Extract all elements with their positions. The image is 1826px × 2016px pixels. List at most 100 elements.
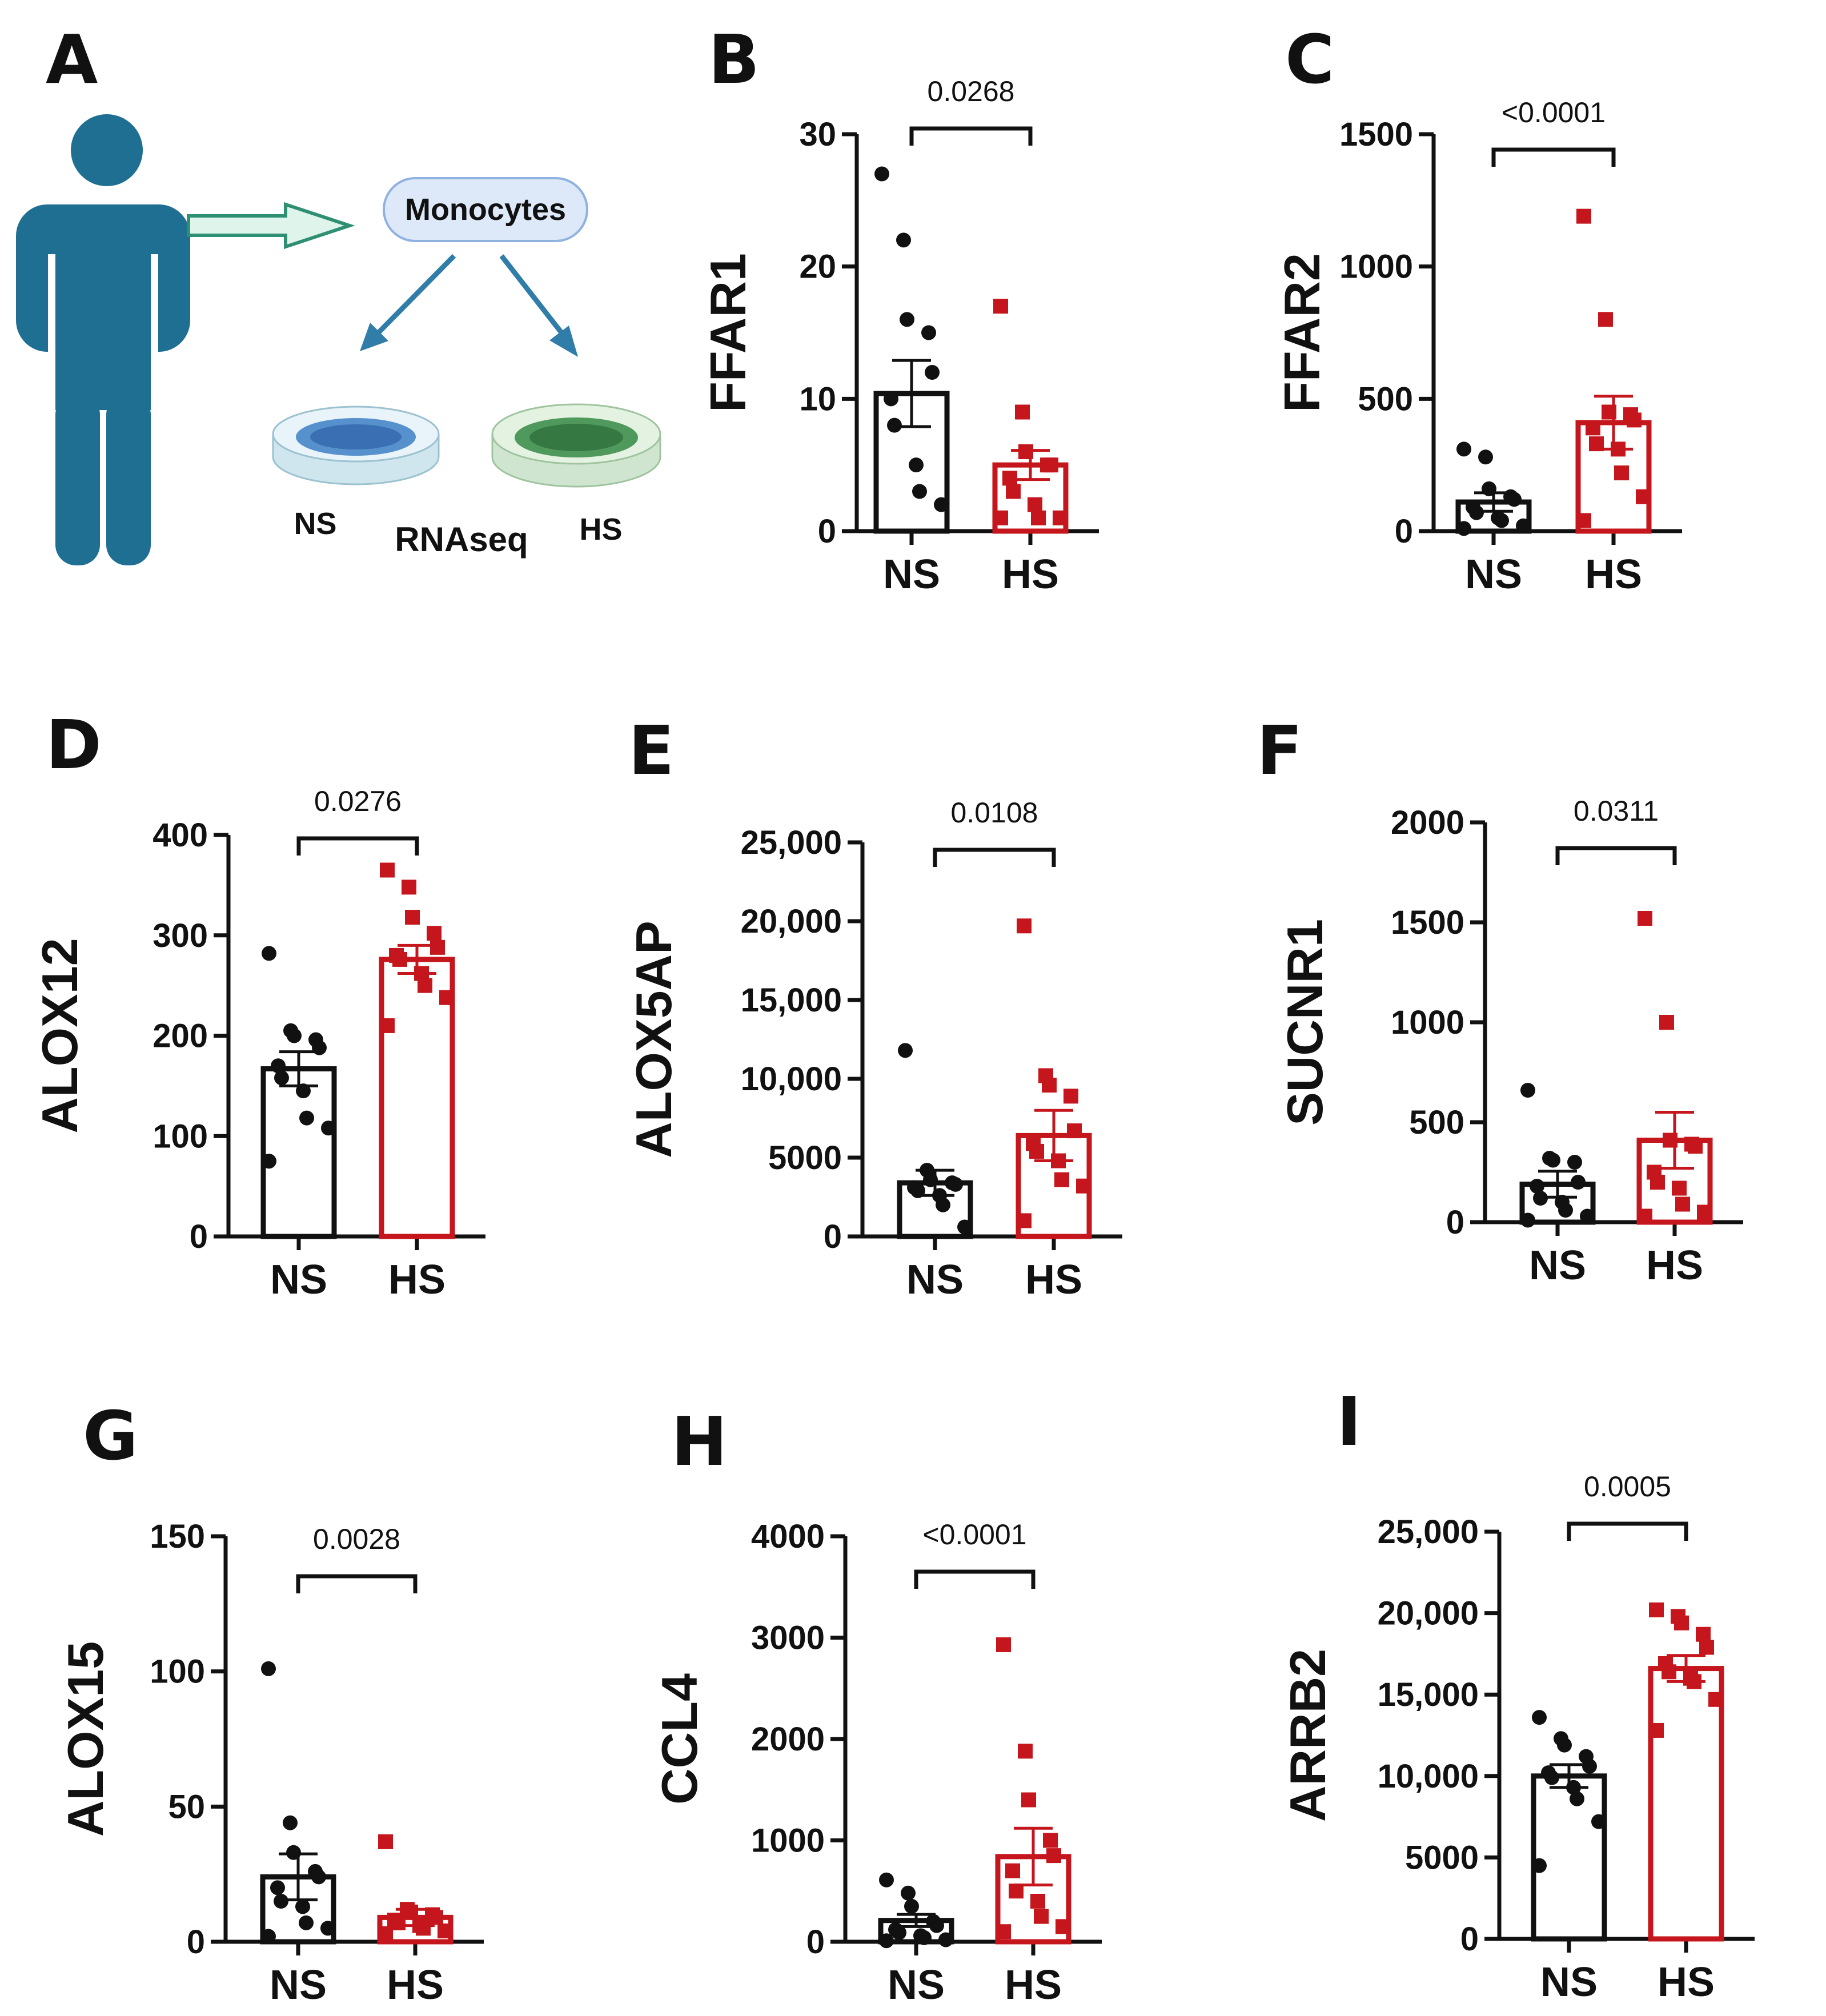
data-point bbox=[884, 391, 898, 407]
y-tick-label: 0 bbox=[818, 513, 836, 550]
y-tick-label: 20 bbox=[799, 248, 836, 286]
data-point bbox=[879, 1933, 894, 1949]
y-tick-label: 1000 bbox=[1391, 1004, 1464, 1041]
panel-a-diagram: A Monocytes bbox=[0, 0, 674, 617]
data-point bbox=[416, 1921, 431, 1936]
significance-bracket bbox=[296, 836, 419, 856]
data-point bbox=[929, 1918, 944, 1933]
data-point bbox=[1638, 911, 1652, 926]
data-point bbox=[1708, 1692, 1723, 1707]
data-point bbox=[1576, 208, 1591, 224]
data-point bbox=[405, 910, 420, 925]
x-category-label: HS bbox=[1585, 552, 1642, 597]
data-point bbox=[283, 1815, 298, 1830]
data-point bbox=[993, 510, 1008, 525]
significance-bracket bbox=[1491, 147, 1616, 167]
x-category-label: NS bbox=[906, 1257, 964, 1303]
y-tick-label: 5000 bbox=[768, 1139, 842, 1176]
data-point bbox=[320, 1921, 335, 1936]
x-category-label: HS bbox=[387, 1962, 444, 2008]
data-point bbox=[1570, 1791, 1584, 1806]
data-point bbox=[1586, 420, 1600, 436]
data-point bbox=[901, 1885, 916, 1901]
y-tick-label: 100 bbox=[152, 1118, 208, 1155]
data-point bbox=[1456, 521, 1471, 536]
data-point bbox=[402, 880, 416, 895]
data-point bbox=[270, 1880, 285, 1895]
y-axis-label: ARRB2 bbox=[1279, 1649, 1336, 1822]
data-point bbox=[957, 1219, 972, 1235]
data-point bbox=[1636, 489, 1651, 504]
data-point bbox=[1494, 513, 1509, 528]
arrow-down-right-icon bbox=[499, 254, 578, 357]
y-tick-label: 0 bbox=[187, 1923, 205, 1961]
y-tick-label: 500 bbox=[1409, 1104, 1464, 1141]
data-point bbox=[1018, 1744, 1033, 1759]
data-point bbox=[1021, 1792, 1036, 1808]
significance-bracket bbox=[296, 1574, 418, 1593]
y-axis-label: ALOX15 bbox=[57, 1641, 114, 1837]
data-point bbox=[299, 1915, 314, 1930]
x-category-label: HS bbox=[1005, 1962, 1062, 2008]
data-point bbox=[1638, 1208, 1652, 1224]
y-tick-label: 100 bbox=[150, 1653, 205, 1690]
data-point bbox=[1056, 1919, 1070, 1934]
significance-bracket bbox=[914, 1569, 1036, 1589]
data-point bbox=[1582, 1758, 1597, 1774]
y-tick-label: 20,000 bbox=[741, 903, 842, 940]
panel-f: F 0 500 1000 1500 2000 NS HS SUCNR1 0.0311 bbox=[1222, 685, 1826, 1342]
data-point bbox=[1649, 1602, 1664, 1617]
chart-ffar2: C 0 500 1000 1500 NS HS FFAR2 <0.0001 bbox=[1274, 20, 1682, 597]
p-value-label: 0.0276 bbox=[314, 785, 402, 817]
data-point bbox=[1046, 1848, 1061, 1864]
p-value-label: 0.0005 bbox=[1584, 1471, 1671, 1503]
petri-dish-hs-icon bbox=[491, 403, 661, 488]
data-point bbox=[1530, 1179, 1544, 1194]
arrow-down-left-icon bbox=[360, 254, 456, 351]
x-category-label: HS bbox=[1646, 1243, 1703, 1288]
panel-letter: F bbox=[1257, 711, 1303, 790]
data-point bbox=[1015, 404, 1030, 420]
y-tick-label: 25,000 bbox=[1378, 1513, 1479, 1551]
arrow-right-icon bbox=[187, 202, 355, 250]
panel-letter: E bbox=[628, 711, 675, 790]
data-point bbox=[1674, 1615, 1689, 1631]
y-tick-label: 1500 bbox=[1391, 904, 1464, 941]
data-point bbox=[418, 978, 432, 993]
data-point bbox=[904, 1898, 919, 1914]
chart-sucnr1: F 0 500 1000 1500 2000 NS HS SUCNR1 0.0311 bbox=[1257, 711, 1743, 1288]
data-point bbox=[430, 939, 445, 955]
y-axis-label: ALOX12 bbox=[31, 938, 88, 1133]
chart-arrb2: I 0 5000 10,000 15,000 20,000 25,000 NS HS ARRB2 0… bbox=[1279, 1382, 1755, 2005]
data-point bbox=[936, 1197, 950, 1212]
data-point bbox=[1672, 1180, 1687, 1196]
panel-h: H 0 1000 2000 3000 4000 NS HS CCL4 <0.0001 bbox=[594, 1371, 1222, 2013]
data-point bbox=[378, 1834, 393, 1849]
x-category-label: HS bbox=[1025, 1257, 1082, 1303]
data-point bbox=[271, 1058, 286, 1074]
data-point bbox=[1028, 497, 1042, 512]
ns-dish-label: NS bbox=[294, 507, 336, 541]
y-tick-label: 20,000 bbox=[1378, 1595, 1479, 1632]
chart-ccl4: H 0 1000 2000 3000 4000 NS HS CCL4 <0.0001 bbox=[651, 1402, 1102, 2008]
monocytes-bubble bbox=[383, 177, 588, 242]
chart-alox12: D 0 100 200 300 400 NS HS ALOX12 0.0276 bbox=[31, 705, 485, 1303]
data-point bbox=[1650, 1175, 1665, 1190]
data-point bbox=[921, 325, 936, 340]
data-point bbox=[274, 1070, 289, 1086]
data-point bbox=[1649, 1722, 1664, 1738]
data-point bbox=[1507, 492, 1522, 507]
y-tick-label: 0 bbox=[806, 1923, 825, 1961]
y-tick-label: 1000 bbox=[1339, 248, 1413, 286]
data-point bbox=[1520, 1083, 1535, 1098]
data-point bbox=[1030, 1894, 1045, 1909]
data-point bbox=[892, 1925, 906, 1941]
x-category-label: NS bbox=[270, 1257, 327, 1303]
data-point bbox=[1576, 513, 1591, 528]
y-axis-label: CCL4 bbox=[651, 1673, 708, 1805]
p-value-label: 0.0028 bbox=[313, 1523, 400, 1555]
data-point bbox=[1688, 1139, 1703, 1154]
data-point bbox=[1054, 1172, 1069, 1187]
y-axis-label: FFAR2 bbox=[1274, 253, 1330, 412]
x-category-label: NS bbox=[1540, 1959, 1598, 2005]
